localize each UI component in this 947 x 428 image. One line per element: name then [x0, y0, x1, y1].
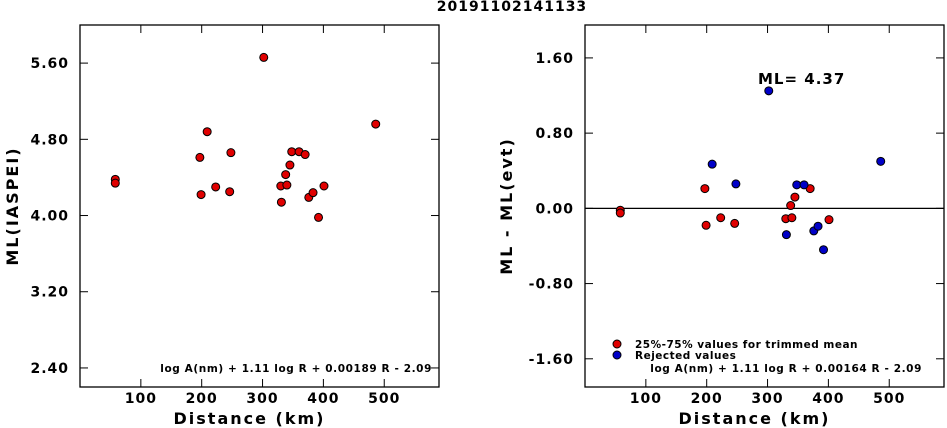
x-tick-label: 400	[307, 391, 339, 407]
data-point	[110, 178, 120, 188]
data-point	[287, 147, 297, 157]
plot-frame	[79, 24, 440, 388]
x-axis-label: Distance (km)	[174, 409, 326, 428]
data-point	[707, 159, 717, 169]
y-tick-label: 2.40	[30, 361, 69, 377]
formula-text: log A(nm) + 1.11 log R + 0.00164 R - 2.0…	[650, 363, 922, 375]
y-tick-label: 1.60	[535, 51, 574, 67]
right-panel: 100 200 300 400 500 -1.60 -0.80 0.00 0.80 1.60 Dis…	[497, 24, 945, 428]
data-point	[196, 190, 206, 200]
data-point	[300, 150, 310, 160]
y-tick-label: -0.80	[529, 277, 574, 293]
y-tick-label: 0.80	[535, 126, 574, 142]
data-point	[813, 221, 823, 231]
formula-text: log A(nm) + 1.11 log R + 0.00189 R - 2.0…	[160, 363, 432, 375]
x-tick-label: 300	[246, 391, 278, 407]
data-point	[314, 212, 324, 222]
x-tick-label: 200	[186, 391, 218, 407]
data-point	[792, 180, 802, 190]
data-point	[371, 119, 381, 129]
y-tick-label: 4.00	[30, 209, 69, 225]
x-axis-label: Distance (km)	[679, 409, 831, 428]
data-point	[282, 180, 292, 190]
left-panel: 100 200 300 400 500 2.40 3.20 4.00 4.80 5.60 Dista…	[3, 24, 440, 428]
y-tick-label: -1.60	[529, 352, 574, 368]
y-tick-label: 3.20	[30, 285, 69, 301]
data-point	[615, 208, 625, 218]
data-point	[876, 156, 886, 166]
data-point	[781, 230, 791, 240]
data-point	[730, 218, 740, 228]
data-point	[799, 180, 809, 190]
ml-annotation: ML= 4.37	[758, 70, 845, 88]
data-point	[308, 188, 318, 198]
x-tick-label: 400	[812, 391, 844, 407]
data-point	[764, 86, 774, 96]
y-tick-label: 0.00	[535, 201, 574, 217]
data-point	[259, 52, 269, 62]
data-point	[195, 152, 205, 162]
x-tick-label: 100	[125, 391, 157, 407]
data-point	[285, 160, 295, 170]
data-point	[824, 215, 834, 225]
legend-label: Rejected values	[635, 350, 736, 362]
x-tick-label: 200	[691, 391, 723, 407]
x-tick-label: 100	[630, 391, 662, 407]
data-point	[281, 170, 291, 180]
y-tick-label: 4.80	[30, 132, 69, 148]
x-tick-label: 500	[368, 391, 400, 407]
data-point	[226, 148, 236, 158]
figure-title: 20191102141133	[437, 0, 587, 15]
data-point	[276, 197, 286, 207]
data-point	[319, 181, 329, 191]
data-point	[819, 245, 829, 255]
data-point	[701, 220, 711, 230]
data-point	[786, 201, 796, 211]
data-point	[211, 182, 221, 192]
legend-marker	[612, 339, 622, 349]
data-point	[202, 127, 212, 137]
x-tick-label: 300	[751, 391, 783, 407]
x-tick-label: 500	[873, 391, 905, 407]
data-point	[716, 213, 726, 223]
data-point	[731, 179, 741, 189]
plot-frame	[584, 24, 945, 388]
legend-label: 25%-75% values for trimmed mean	[635, 339, 858, 351]
y-axis-label: ML - ML(evt)	[497, 137, 516, 275]
data-point	[225, 187, 235, 197]
data-point	[790, 192, 800, 202]
data-point	[787, 213, 797, 223]
y-axis-label: ML(IASPEI)	[3, 146, 22, 265]
data-point	[700, 184, 710, 194]
y-tick-label: 5.60	[30, 56, 69, 72]
legend-marker	[612, 350, 622, 360]
